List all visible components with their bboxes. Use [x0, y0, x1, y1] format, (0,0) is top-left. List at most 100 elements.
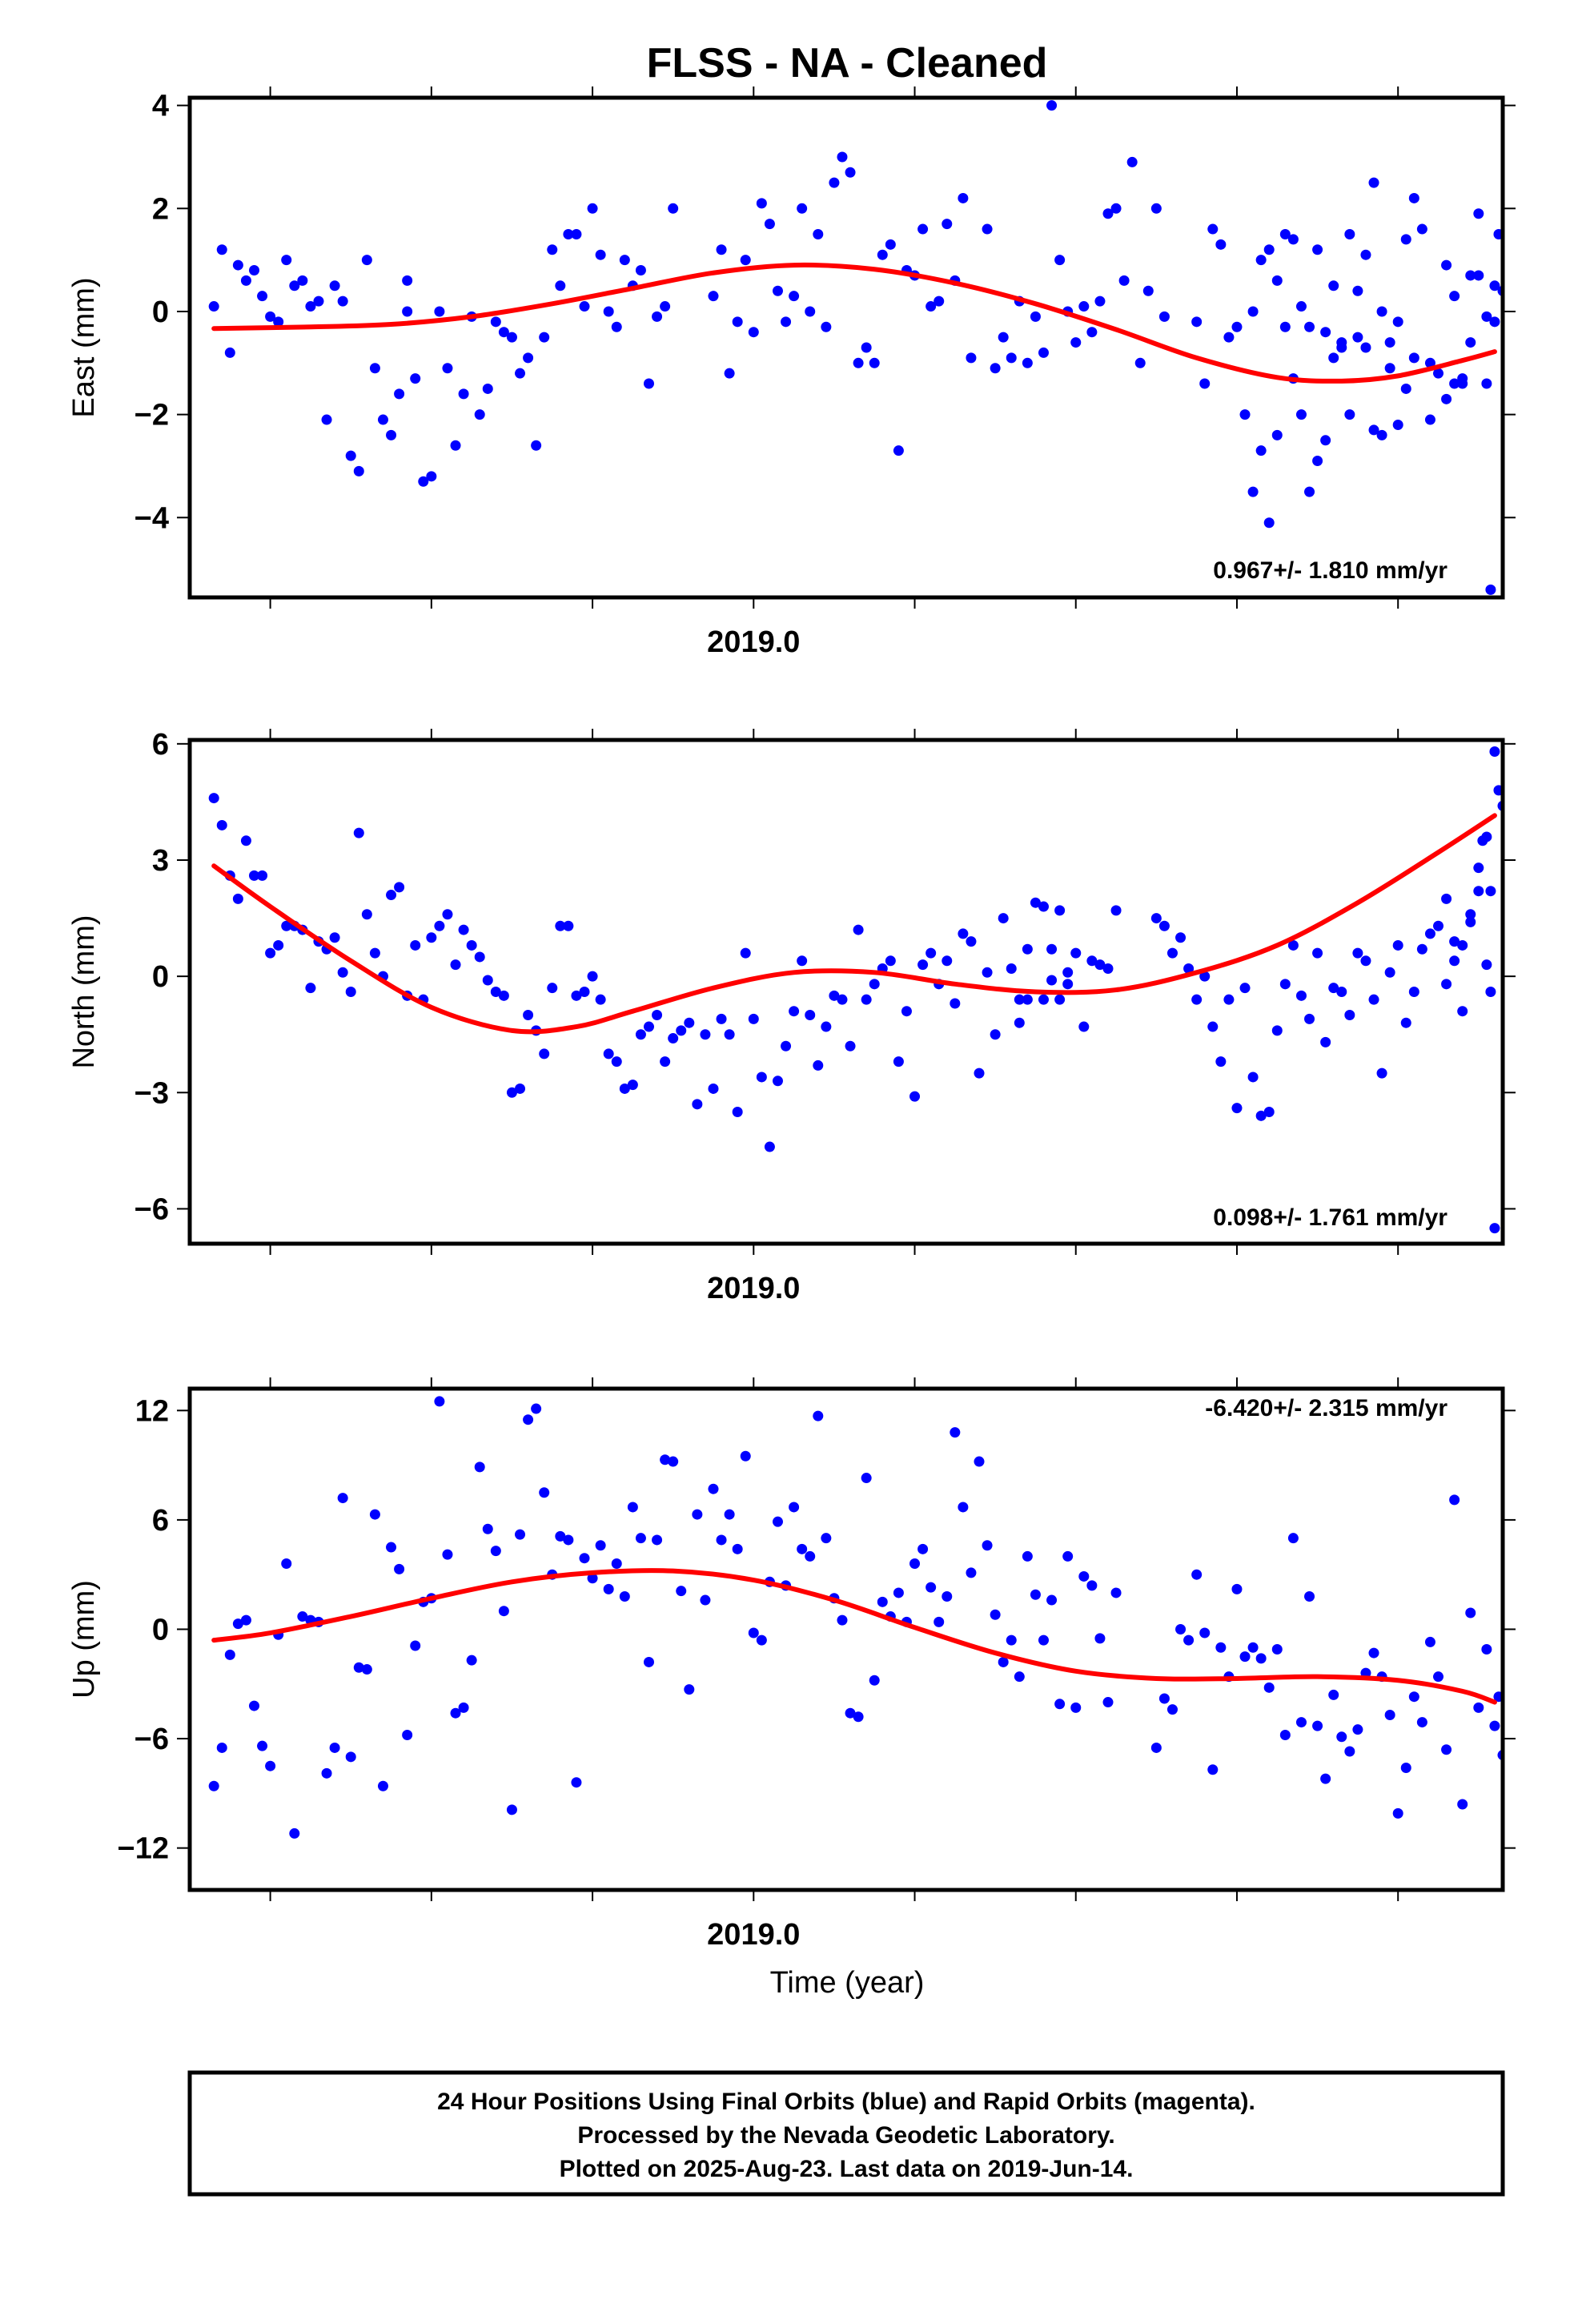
- data-point: [1408, 192, 1419, 203]
- data-point: [1352, 332, 1363, 343]
- data-point: [208, 301, 219, 312]
- data-point: [643, 378, 654, 389]
- data-point: [797, 1543, 808, 1554]
- data-point: [515, 1529, 526, 1540]
- data-point: [1022, 1550, 1033, 1562]
- data-point: [942, 955, 953, 967]
- data-point: [1255, 1653, 1267, 1664]
- data-point: [1441, 979, 1452, 990]
- data-point: [1126, 156, 1138, 167]
- data-point: [748, 1013, 759, 1024]
- data-point: [1231, 1103, 1243, 1114]
- data-point: [1271, 1644, 1283, 1655]
- y-tick-label: −4: [135, 501, 169, 535]
- data-point: [1022, 357, 1033, 368]
- data-point: [1247, 486, 1259, 497]
- data-point: [877, 1596, 888, 1607]
- data-point: [1344, 409, 1355, 420]
- data-point: [1312, 244, 1323, 255]
- data-point: [410, 939, 421, 951]
- data-point: [386, 890, 397, 901]
- data-point: [442, 363, 453, 374]
- data-point: [1449, 936, 1460, 947]
- data-point: [1546, 1781, 1556, 1791]
- data-point: [1142, 285, 1154, 296]
- data-point: [1175, 1623, 1186, 1634]
- data-point: [595, 249, 606, 260]
- data-point: [909, 1091, 921, 1102]
- data-point: [1400, 383, 1411, 394]
- data-point: [781, 316, 792, 328]
- data-point: [990, 1609, 1001, 1620]
- data-point: [1493, 228, 1503, 239]
- data-point: [1550, 1721, 1560, 1731]
- data-point: [1150, 913, 1162, 924]
- data-point: [1312, 456, 1323, 467]
- data-point: [660, 1056, 671, 1068]
- data-point: [329, 932, 340, 943]
- data-point: [764, 1141, 775, 1152]
- data-point: [708, 291, 719, 302]
- data-point: [1328, 1689, 1339, 1700]
- data-point: [837, 994, 848, 1005]
- data-point: [1441, 1744, 1452, 1755]
- data-point: [853, 924, 864, 935]
- data-point: [1191, 316, 1203, 328]
- y-tick-label: −2: [135, 399, 169, 432]
- data-point: [1054, 255, 1066, 266]
- data-point: [950, 998, 961, 1009]
- data-point: [1320, 1773, 1331, 1784]
- data-point: [1279, 979, 1291, 990]
- data-point: [289, 1827, 300, 1839]
- plot-frame: [187, 738, 1505, 1246]
- data-point: [1271, 275, 1283, 286]
- data-point: [1223, 994, 1235, 1005]
- data-point: [547, 244, 558, 255]
- data-point: [789, 1006, 800, 1017]
- data-point: [1215, 1642, 1227, 1653]
- data-point: [1191, 994, 1203, 1005]
- data-point: [1102, 208, 1114, 219]
- data-point: [1320, 327, 1331, 338]
- rate-annotation: 0.098+/- 1.761 mm/yr: [1213, 1204, 1447, 1231]
- data-point: [1304, 486, 1315, 497]
- data-point: [1279, 321, 1291, 332]
- data-point: [909, 1558, 921, 1570]
- data-point: [1441, 393, 1452, 404]
- data-point: [313, 296, 324, 307]
- data-point: [1078, 1021, 1090, 1032]
- data-point: [337, 296, 348, 307]
- data-point: [458, 388, 469, 400]
- data-point: [627, 1502, 638, 1513]
- data-point: [917, 959, 929, 971]
- data-point: [1030, 897, 1041, 908]
- data-point: [1263, 517, 1275, 529]
- data-point: [595, 994, 606, 1005]
- data-point: [748, 1627, 759, 1638]
- data-point: [1046, 975, 1058, 986]
- data-point: [1086, 955, 1098, 967]
- data-point: [845, 1707, 856, 1719]
- data-point: [1562, 1739, 1572, 1749]
- data-point: [216, 1742, 227, 1753]
- data-point: [232, 259, 243, 271]
- data-point: [1360, 955, 1371, 967]
- data-point: [917, 1543, 929, 1554]
- data-point: [611, 321, 622, 332]
- data-point: [724, 1029, 735, 1040]
- data-point: [958, 1502, 969, 1513]
- data-point: [466, 1655, 477, 1666]
- data-point: [434, 306, 445, 317]
- fit-line: [211, 1568, 1497, 1705]
- data-point: [813, 228, 824, 239]
- data-point: [240, 1614, 251, 1626]
- data-point: [273, 939, 284, 951]
- data-point: [1336, 987, 1347, 997]
- data-point: [1078, 1570, 1090, 1582]
- data-point: [506, 1804, 517, 1815]
- data-point: [555, 920, 566, 931]
- data-point: [498, 327, 509, 338]
- data-point: [1183, 963, 1195, 974]
- data-point: [539, 1048, 550, 1059]
